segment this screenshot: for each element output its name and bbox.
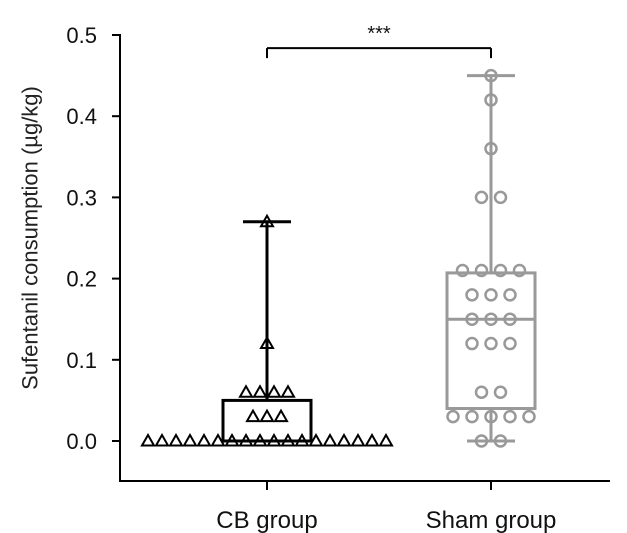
- data-point-circle: [512, 263, 527, 278]
- y-axis-ticks: 0.0 0.1 0.2 0.3 0.4 0.5: [66, 23, 120, 454]
- box-group: [221, 74, 537, 443]
- x-category-label: Sham group: [426, 507, 557, 533]
- box-cb-group: [221, 220, 313, 443]
- data-point-circle: [493, 385, 508, 400]
- data-point-triangle: [154, 432, 170, 447]
- data-point-circle: [446, 409, 460, 424]
- data-point-circle: [522, 409, 536, 424]
- data-point-circle: [474, 385, 489, 400]
- data-point-triangle: [294, 432, 310, 447]
- y-tick-label: 0.5: [66, 23, 97, 48]
- data-point-triangle: [252, 432, 268, 447]
- data-point-circle: [465, 288, 479, 302]
- data-point-circle: [474, 190, 489, 205]
- data-point-triangle: [322, 432, 338, 447]
- data-point-circle: [484, 312, 498, 326]
- data-point-triangle: [336, 432, 352, 447]
- data-point-circle: [465, 312, 479, 326]
- y-tick-label: 0.4: [66, 104, 97, 129]
- data-point-circle: [484, 141, 498, 156]
- data-point-triangle: [238, 432, 254, 447]
- data-point-circle: [465, 336, 479, 351]
- x-category-label: CB group: [216, 507, 317, 533]
- data-point-circle: [484, 68, 498, 83]
- axes: [119, 34, 610, 482]
- data-point-circle: [493, 263, 508, 278]
- data-point-triangle: [259, 335, 275, 350]
- data-point-circle: [493, 434, 508, 448]
- y-tick-label: 0.3: [66, 185, 97, 210]
- data-point-triangle: [196, 432, 212, 447]
- y-axis-title: Sufentanil consumption (µg/kg): [18, 86, 43, 390]
- data-point-circle: [484, 336, 498, 351]
- data-point-circle: [484, 409, 498, 424]
- data-point-triangle: [210, 432, 226, 447]
- data-point-triangle: [280, 384, 296, 398]
- data-point-triangle: [266, 432, 282, 447]
- data-point-triangle: [350, 432, 366, 447]
- significance-stars: ***: [367, 23, 391, 45]
- data-point-triangle: [252, 384, 268, 398]
- data-point-triangle: [168, 432, 184, 447]
- data-point-triangle: [364, 432, 380, 447]
- data-point-circle: [474, 263, 489, 278]
- data-point-triangle: [273, 408, 289, 423]
- data-point-triangle: [378, 432, 394, 447]
- data-point-triangle: [224, 432, 240, 447]
- significance-annotation: ***: [266, 23, 492, 59]
- data-point-triangle: [182, 432, 198, 447]
- x-axis-labels: CB group Sham group: [216, 481, 556, 533]
- y-tick-label: 0.1: [66, 348, 97, 373]
- iqr-box: [445, 271, 537, 411]
- y-tick-label: 0.0: [66, 429, 97, 454]
- data-point-circle: [465, 409, 479, 424]
- data-point-triangle: [245, 408, 261, 423]
- y-tick-label: 0.2: [66, 267, 97, 292]
- data-point-circle: [503, 409, 517, 424]
- data-point-circle: [484, 288, 498, 302]
- data-point-triangle: [140, 432, 156, 447]
- data-point-circle: [503, 288, 517, 302]
- data-point-circle: [484, 93, 498, 107]
- data-point-triangle: [259, 213, 275, 228]
- box-sham-group: [445, 74, 537, 443]
- data-point-circle: [493, 190, 508, 205]
- data-point-triangle: [259, 408, 275, 423]
- data-point-triangle: [266, 384, 282, 398]
- data-point-triangle: [308, 432, 324, 447]
- data-points: [140, 68, 536, 448]
- data-point-triangle: [238, 384, 254, 398]
- data-point-circle: [474, 434, 489, 448]
- data-point-circle: [503, 312, 517, 326]
- data-point-circle: [455, 263, 470, 278]
- data-point-circle: [503, 336, 517, 351]
- data-point-triangle: [280, 432, 296, 447]
